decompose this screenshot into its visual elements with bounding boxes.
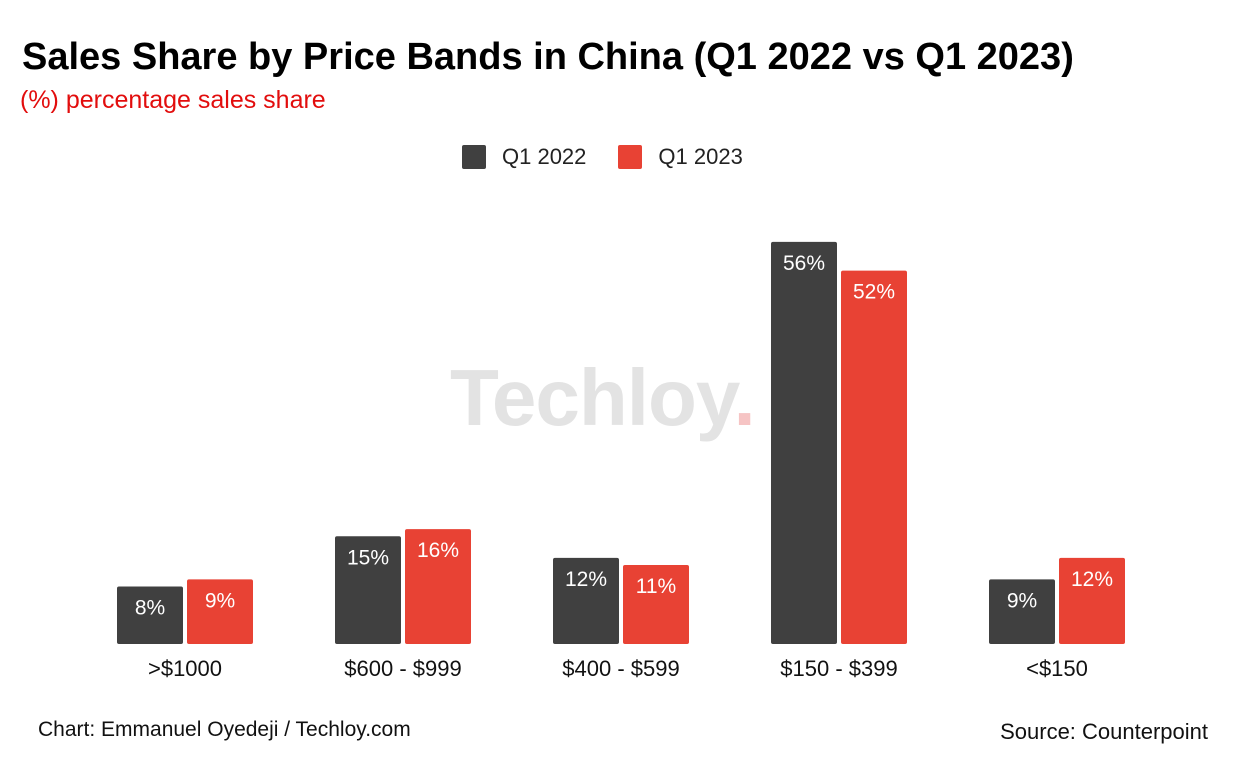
data-label-q1-2023-4: 52% [853,281,895,304]
category-label-3: $400 - $599 [562,656,679,681]
data-label-q1-2023-1: 9% [205,589,235,612]
legend: Q1 2022 Q1 2023 [462,144,775,170]
bar-q1-2023-2 [405,529,471,644]
data-label-q1-2022-4: 56% [783,252,825,275]
data-label-q1-2022-2: 15% [347,546,389,569]
chart-title: Sales Share by Price Bands in China (Q1 … [22,36,1074,78]
legend-item-q1-2023: Q1 2023 [618,144,743,170]
data-label-q1-2023-3: 11% [636,575,676,598]
bar-q1-2022-1 [117,586,183,644]
watermark-dot: . [733,353,755,442]
legend-label-q1-2023: Q1 2023 [658,144,743,169]
watermark-logo: Techloy. [450,352,756,444]
category-label-1: >$1000 [148,656,222,681]
bar-q1-2023-3 [623,565,689,644]
data-label-q1-2022-5: 9% [1007,589,1037,612]
data-label-q1-2022-1: 8% [135,597,165,620]
data-label-q1-2023-2: 16% [417,539,459,562]
bar-q1-2023-4 [841,270,907,644]
bar-q1-2022-5 [989,579,1055,644]
legend-swatch-q1-2023 [618,145,643,169]
bar-q1-2023-5 [1059,557,1125,644]
chart-credit: Chart: Emmanuel Oyedeji / Techloy.com [38,718,411,741]
legend-label-q1-2022: Q1 2022 [502,144,587,169]
category-label-4: $150 - $399 [780,656,897,681]
legend-swatch-q1-2022 [462,145,486,169]
bar-q1-2022-4 [771,241,837,645]
chart-subtitle: (%) percentage sales share [20,86,326,114]
data-label-q1-2022-3: 12% [565,568,607,591]
bar-q1-2022-2 [335,536,401,644]
bar-q1-2022-3 [553,557,619,644]
category-label-2: $600 - $999 [344,656,461,681]
watermark-text: Techloy [450,353,734,442]
legend-item-q1-2022: Q1 2022 [462,144,586,170]
bar-q1-2023-1 [187,579,253,644]
chart-source: Source: Counterpoint [1000,719,1208,744]
data-label-q1-2023-5: 12% [1071,568,1113,591]
category-label-5: <$150 [1026,656,1088,681]
